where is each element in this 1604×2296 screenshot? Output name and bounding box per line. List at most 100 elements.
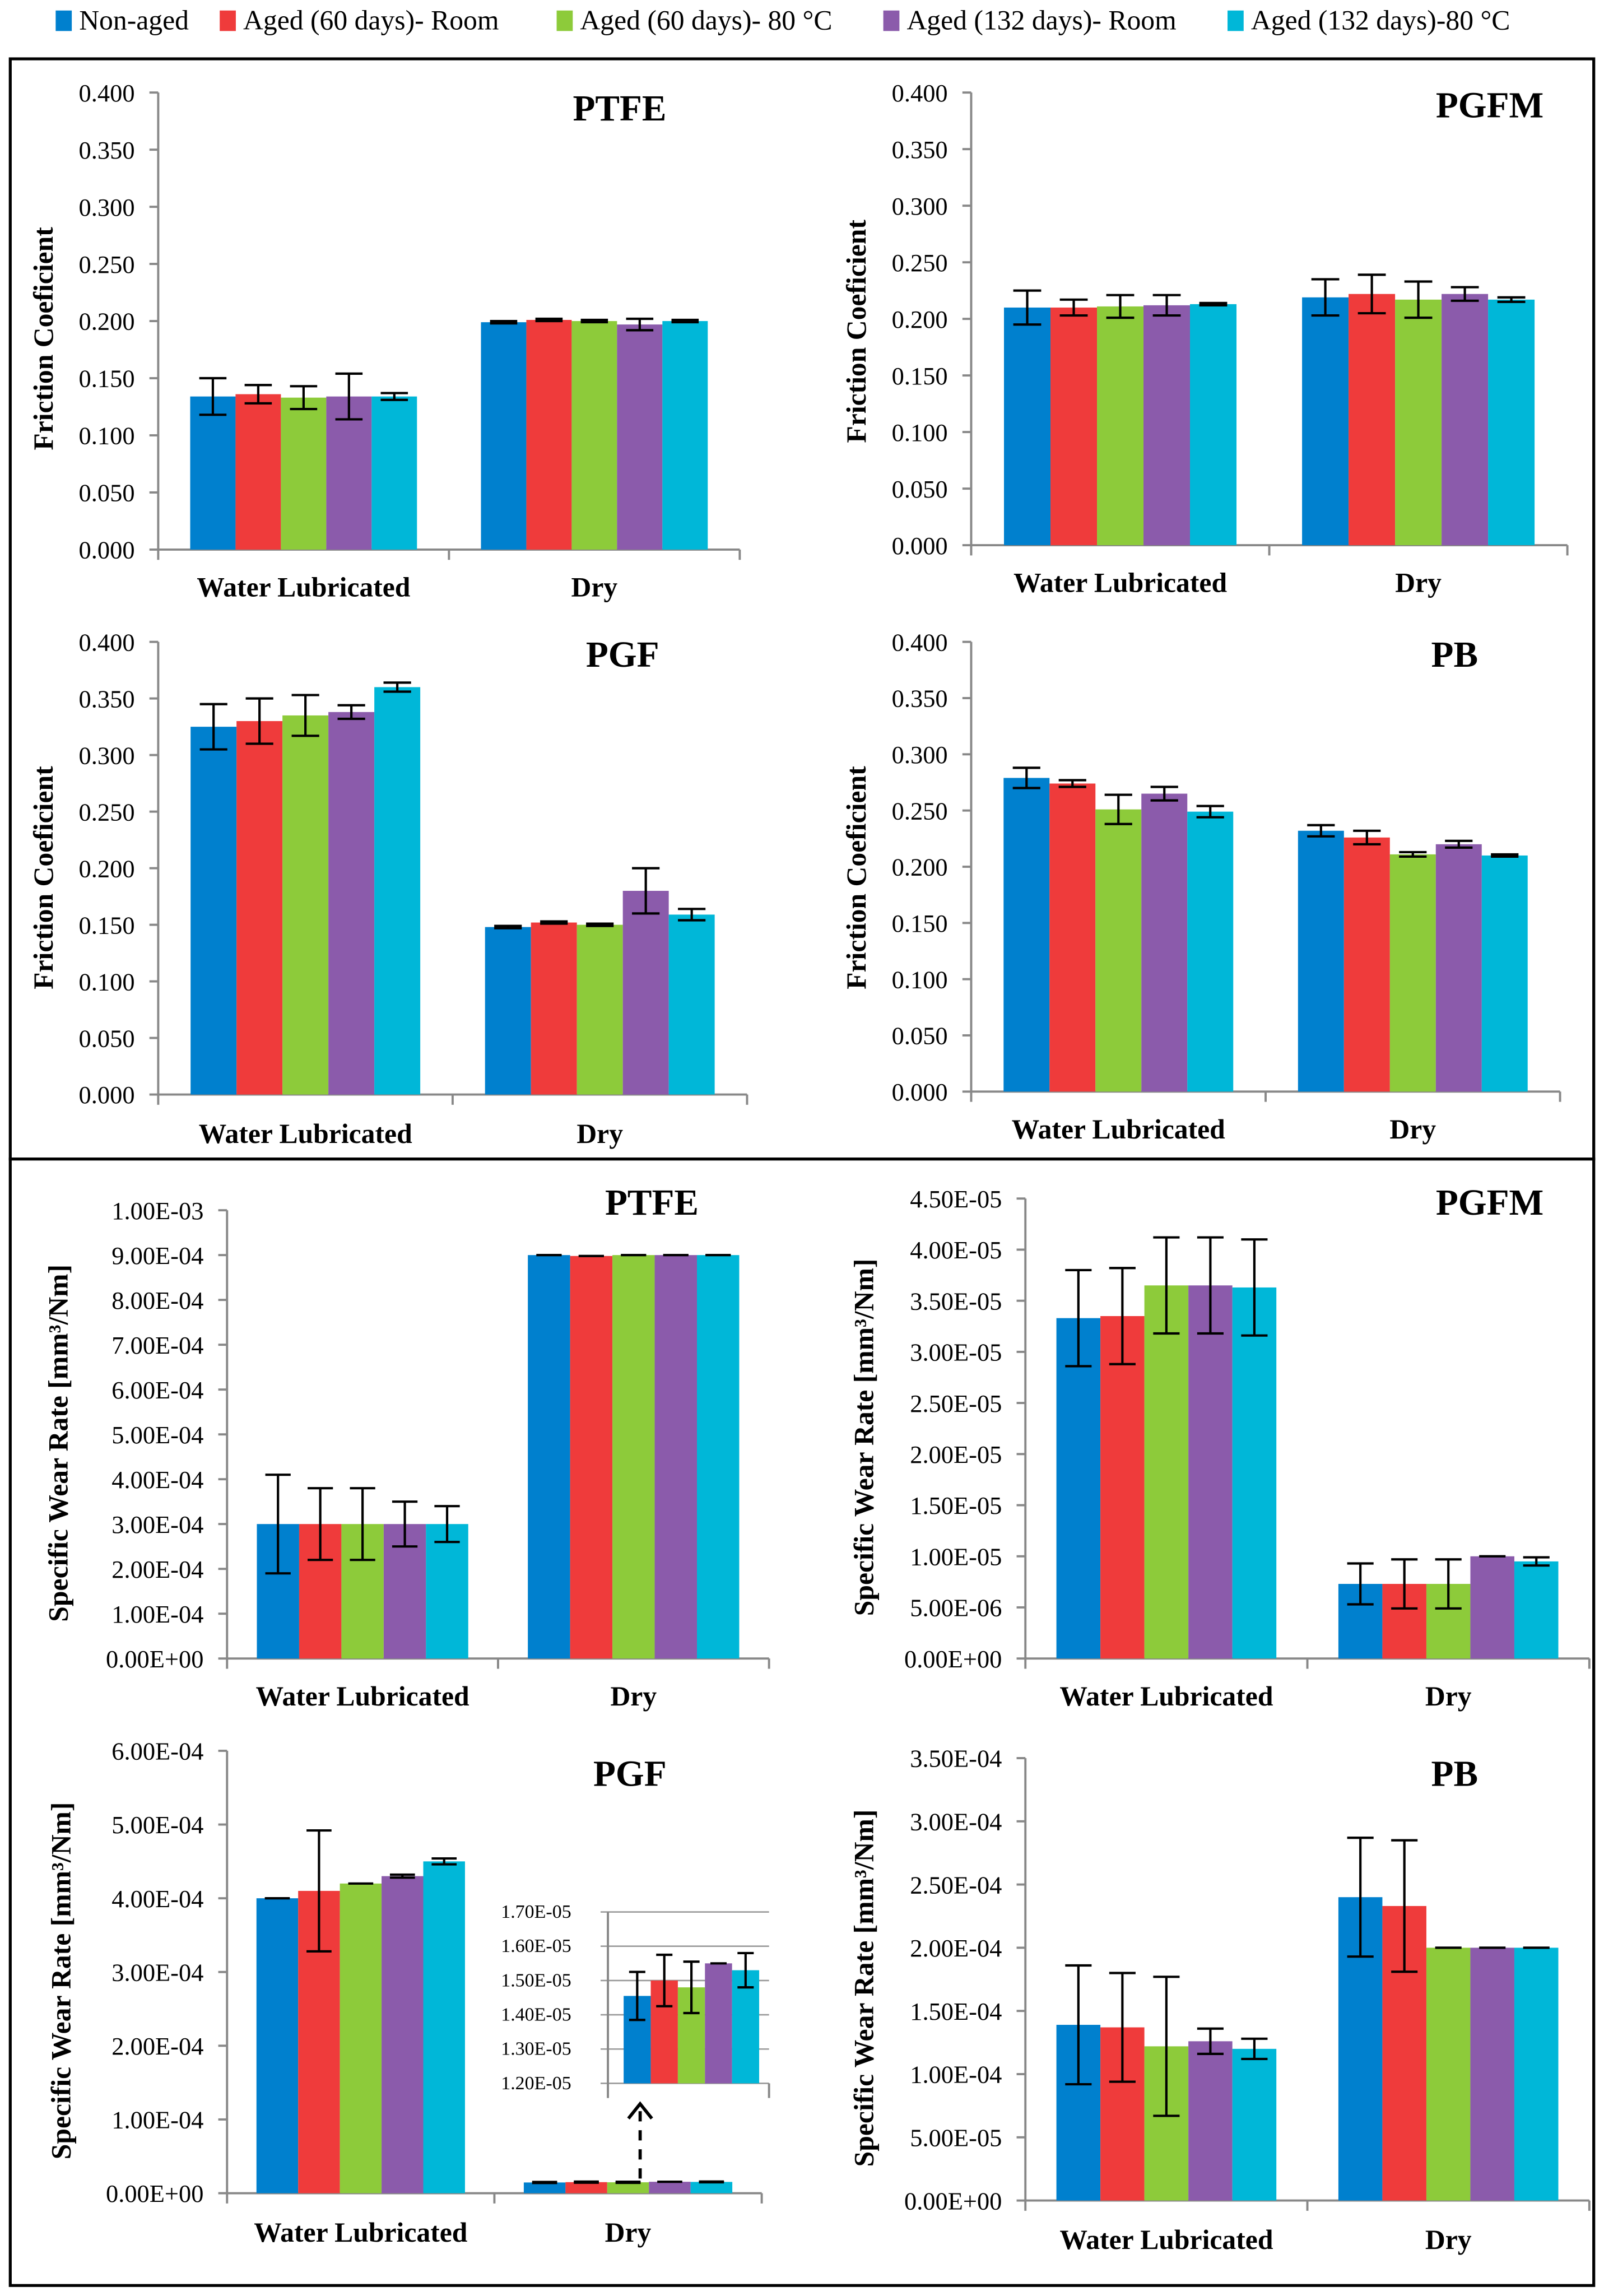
bar [1050, 307, 1098, 546]
x-category-label: Water Lubricated [1012, 1114, 1226, 1145]
y-tick-label: 4.00E-04 [111, 1885, 203, 1913]
y-tick-label: 0.250 [79, 250, 135, 278]
bar [235, 394, 281, 550]
legend-swatch [55, 10, 72, 31]
inset-y-tick-label: 1.20E-05 [501, 2073, 571, 2094]
y-tick-label: 0.200 [79, 308, 135, 336]
x-category-label: Dry [605, 2217, 652, 2248]
bar [1187, 811, 1234, 1092]
y-tick-label: 0.250 [79, 798, 135, 826]
legend-label: Aged (60 days)- Room [243, 5, 499, 36]
y-tick-label: 0.000 [892, 1078, 948, 1106]
x-category-label: Water Lubricated [1059, 2224, 1273, 2255]
x-category-label: Water Lubricated [1013, 568, 1228, 598]
y-tick-label: 1.00E-04 [910, 2061, 1002, 2089]
legend-label: Aged (60 days)- 80 °C [580, 5, 832, 36]
y-tick-label: 2.50E-04 [910, 1871, 1002, 1899]
legend: Non-aged Aged (60 days)- Room Aged (60 day… [55, 5, 1510, 36]
y-tick-label: 0.00E+00 [106, 2179, 203, 2207]
chart-title: PTFE [573, 89, 666, 129]
x-category-label: Dry [1425, 2224, 1472, 2255]
bar [236, 721, 283, 1095]
y-tick-label: 3.00E-05 [910, 1338, 1002, 1367]
bar [371, 396, 417, 550]
y-tick-label: 1.50E-04 [910, 1997, 1002, 2025]
chart-title: PTFE [605, 1183, 699, 1223]
y-tick-label: 9.00E-04 [111, 1242, 203, 1270]
chart-ptfe-friction: 0.000 0.050 0.100 0.150 0.200 0.250 0.300 0.350… [28, 79, 741, 603]
legend-label: Aged (132 days)- Room [906, 5, 1176, 36]
y-tick-label: 3.50E-05 [910, 1287, 1002, 1315]
inset-y-tick-label: 1.30E-05 [501, 2039, 571, 2060]
y-axis-label: Friction Coeficient [841, 220, 872, 443]
inset-chart: 1.20E-05 1.30E-05 1.40E-05 1.50E-05 1.60E-05… [501, 1902, 770, 2179]
arrow-head-icon [627, 2101, 653, 2120]
inset-bar [732, 1970, 760, 2084]
bar [1095, 809, 1142, 1092]
bar [1349, 294, 1396, 546]
bar [1442, 294, 1489, 546]
bar [423, 1861, 465, 2193]
legend-swatch [220, 10, 236, 31]
bar [576, 924, 623, 1095]
y-axis-label: Specific Wear Rate [mm³/Nm] [46, 1802, 77, 2160]
y-tick-label: 8.00E-04 [111, 1286, 203, 1314]
x-category-label: Water Lubricated [254, 2217, 468, 2248]
y-tick-label: 3.00E-04 [111, 1510, 203, 1539]
chart-pgf-friction: 0.000 0.050 0.100 0.150 0.200 0.250 0.300 0.350… [28, 628, 748, 1149]
bar [1395, 299, 1442, 546]
bar [1470, 1556, 1514, 1659]
y-tick-label: 0.100 [79, 968, 135, 996]
bar [1514, 1948, 1559, 2201]
bar [1097, 306, 1144, 546]
bar [374, 687, 421, 1095]
bar [612, 1255, 655, 1659]
bar [1141, 793, 1188, 1092]
y-tick-label: 7.00E-04 [111, 1331, 203, 1359]
bar [668, 914, 715, 1095]
y-tick-label: 0.150 [892, 362, 948, 390]
bar [256, 1898, 299, 2193]
y-tick-label: 0.050 [79, 1024, 135, 1052]
y-tick-label: 0.300 [892, 741, 948, 769]
inset-y-tick-label: 1.60E-05 [501, 1936, 571, 1956]
y-tick-label: 3.00E-04 [910, 1807, 1002, 1835]
chart-ptfe-wear: 0.00E+00 1.00E-04 2.00E-04 3.00E-04 4.00E-04… [43, 1183, 770, 1712]
bar [1488, 299, 1535, 546]
bar [528, 1255, 570, 1659]
y-tick-label: 5.00E-06 [910, 1594, 1002, 1622]
chart-pb-wear: 0.00E+00 5.00E-05 1.00E-04 1.50E-04 2.00E-04… [848, 1745, 1591, 2255]
wear-panel-frame [8, 1157, 1596, 2287]
chart-pgfm-friction: 0.000 0.050 0.100 0.150 0.200 0.250 0.300 0.350… [841, 79, 1569, 598]
y-tick-label: 0.250 [892, 249, 948, 277]
y-tick-label: 0.300 [79, 193, 135, 221]
y-tick-label: 5.00E-04 [111, 1811, 203, 1839]
chart-title: PGFM [1436, 86, 1543, 126]
y-tick-label: 0.200 [892, 853, 948, 881]
bar [526, 320, 572, 550]
y-tick-label: 0.400 [79, 79, 135, 107]
chart-pgf-wear: 0.00E+00 1.00E-04 2.00E-04 3.00E-04 4.00E-04… [46, 1737, 770, 2248]
legend-swatch [883, 10, 900, 31]
y-tick-label: 0.100 [79, 422, 135, 450]
y-tick-label: 2.00E-04 [111, 1555, 203, 1583]
y-axis-label: Friction Coeficient [28, 227, 59, 450]
y-axis-label: Specific Wear Rate [mm³/Nm] [848, 1810, 879, 2167]
y-tick-label: 3.00E-04 [111, 1958, 203, 1986]
bar [617, 324, 663, 550]
bar [690, 2182, 733, 2193]
y-tick-label: 0.400 [892, 628, 948, 656]
bar [622, 891, 669, 1095]
bar [607, 2182, 649, 2193]
bar [1188, 2041, 1233, 2201]
y-tick-label: 0.350 [79, 136, 135, 164]
bar [1143, 305, 1191, 546]
legend-label: Non-aged [79, 5, 189, 36]
bar [1470, 1948, 1514, 2201]
y-tick-label: 0.050 [79, 479, 135, 507]
y-tick-label: 0.400 [79, 628, 135, 656]
y-tick-label: 4.50E-05 [910, 1185, 1002, 1213]
bar [340, 1883, 382, 2193]
y-axis-label: Friction Coeficient [841, 766, 872, 989]
